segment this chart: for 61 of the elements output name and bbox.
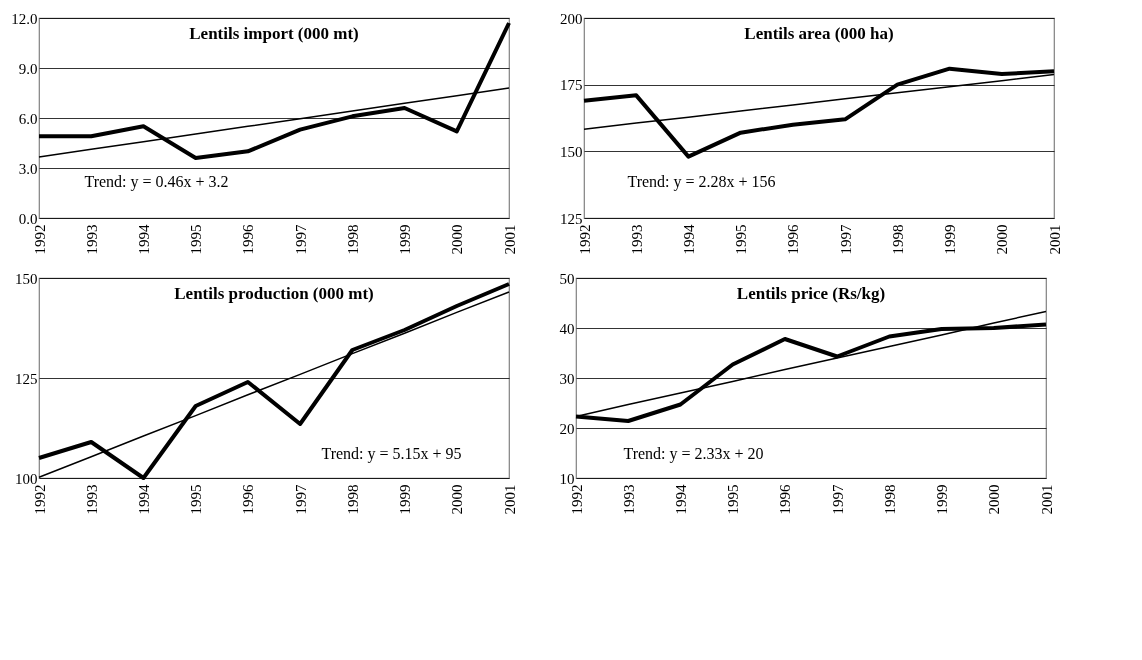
x-tick-label: 1992 [31,224,48,255]
x-tick-label: 2001 [501,224,518,255]
y-tick-label: 150 [560,143,583,160]
x-tick-label: 1998 [881,484,898,515]
y-tick-label: 30 [559,370,575,387]
x-tick-label: 1997 [292,224,309,255]
x-tick-label: 2001 [1038,484,1055,515]
x-tick-label: 1999 [942,224,959,255]
x-tick-label: 1996 [240,484,257,515]
x-tick-label: 2000 [994,224,1011,255]
x-tick-label: 2000 [986,484,1003,515]
x-tick-label: 1996 [785,224,802,255]
x-tick-label: 1998 [889,224,906,255]
y-tick-label: 12.0 [11,10,38,27]
y-tick-label: 3.0 [18,160,38,177]
x-tick-label: 1996 [777,484,794,515]
x-tick-label: 1992 [568,484,585,515]
x-tick-label: 1994 [672,484,689,515]
x-tick-label: 1998 [344,484,361,515]
x-tick-label: 1997 [829,484,846,515]
x-tick-label: 1995 [188,224,205,255]
x-tick-label: 2000 [449,224,466,255]
annotation: Trend: y = 0.46x + 3.2 [84,173,229,191]
x-tick-label: 1994 [680,224,697,255]
y-tick-label: 125 [15,370,38,387]
y-tick-label: 50 [559,270,575,287]
x-tick-label: 2001 [1046,224,1063,255]
chart-title: Lentils production (000 mt) [174,284,374,303]
annotation: Trend: y = 2.33x + 20 [623,445,764,463]
y-tick-label: 200 [560,10,583,27]
x-tick-label: 1992 [31,484,48,515]
x-tick-label: 2001 [501,484,518,515]
x-tick-label: 1995 [725,484,742,515]
x-tick-label: 1999 [397,484,414,515]
x-tick-label: 1994 [135,224,152,255]
x-tick-label: 1993 [83,224,100,255]
y-tick-label: 20 [559,420,575,437]
chart-title: Lentils import (000 mt) [189,24,359,43]
chart-title: Lentils area (000 ha) [744,24,894,43]
y-tick-label: 40 [559,320,575,337]
x-tick-label: 1993 [83,484,100,515]
x-tick-label: 1992 [576,224,593,255]
chart-title: Lentils price (Rs/kg) [736,284,886,303]
y-tick-label: 9.0 [18,60,38,77]
y-tick-label: 150 [15,270,38,287]
x-tick-label: 1996 [240,224,257,255]
x-tick-label: 1993 [628,224,645,255]
x-tick-label: 1999 [397,224,414,255]
annotation: Trend: y = 2.28x + 156 [627,173,776,191]
x-tick-label: 1994 [135,484,152,515]
x-tick-label: 1997 [837,224,854,255]
x-tick-label: 1999 [934,484,951,515]
y-tick-label: 6.0 [18,110,38,127]
y-tick-label: 175 [560,77,583,94]
x-tick-label: 1995 [733,224,750,255]
x-tick-label: 1995 [188,484,205,515]
annotation: Trend: y = 5.15x + 95 [321,445,462,463]
x-tick-label: 1993 [620,484,637,515]
x-tick-label: 1998 [344,224,361,255]
x-tick-label: 1997 [292,484,309,515]
x-tick-label: 2000 [449,484,466,515]
